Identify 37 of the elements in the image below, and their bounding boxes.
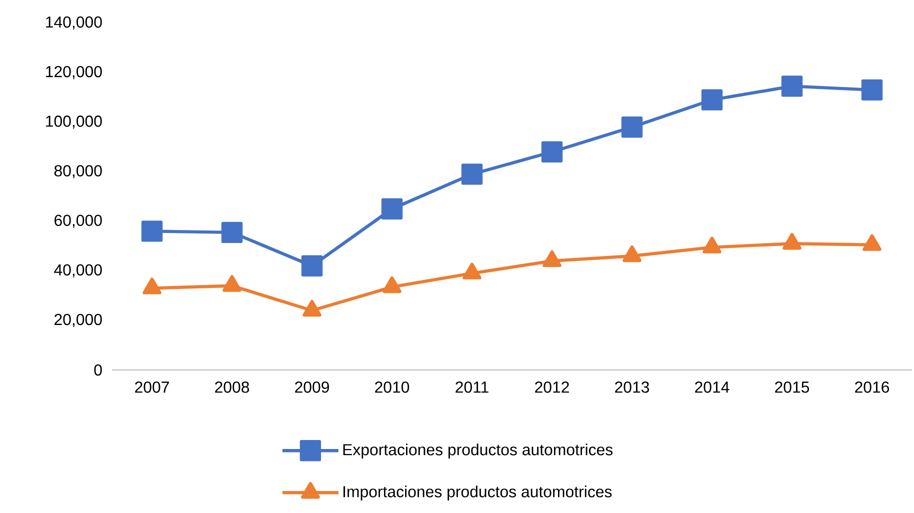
point [461, 164, 483, 185]
y-tick-label: 60,000 [54, 214, 102, 228]
x-tick-label: 2016 [855, 382, 890, 393]
x-tick-label: 2015 [775, 382, 810, 393]
legend-label: Importaciones productos automotrices [344, 486, 612, 500]
x-tick-label: 2007 [135, 382, 169, 393]
point [222, 275, 242, 292]
x-tick-label: 2013 [615, 382, 650, 393]
point [142, 278, 162, 294]
point [622, 245, 642, 262]
y-tick-label: 20,000 [54, 314, 102, 328]
point [302, 300, 322, 317]
y-tick-label: 40,000 [54, 264, 102, 278]
x-tick-label: 2010 [375, 382, 410, 393]
x-tick-label: 2008 [215, 382, 250, 393]
y-tick-label: 100,000 [46, 116, 102, 129]
point [542, 250, 562, 268]
point [382, 276, 402, 294]
point [782, 232, 802, 250]
x-tick-label: 2009 [295, 382, 329, 393]
point [462, 262, 482, 280]
point [861, 79, 883, 101]
y-tick-label: 120,000 [46, 66, 102, 80]
point [862, 234, 882, 251]
x-tick-label: 2014 [695, 382, 730, 393]
y-tick-label: 0 [94, 364, 102, 376]
legend-label: Exportaciones productos automotrices [343, 444, 613, 458]
point [781, 76, 803, 97]
y-tick-label: 80,000 [54, 165, 102, 178]
point [621, 116, 643, 138]
y-tick-label: 140,000 [46, 16, 102, 30]
point [702, 236, 722, 254]
x-tick-label: 2011 [456, 382, 488, 393]
point [381, 198, 403, 220]
point [541, 141, 563, 162]
x-tick-label: 2012 [535, 382, 569, 393]
point [701, 89, 723, 110]
